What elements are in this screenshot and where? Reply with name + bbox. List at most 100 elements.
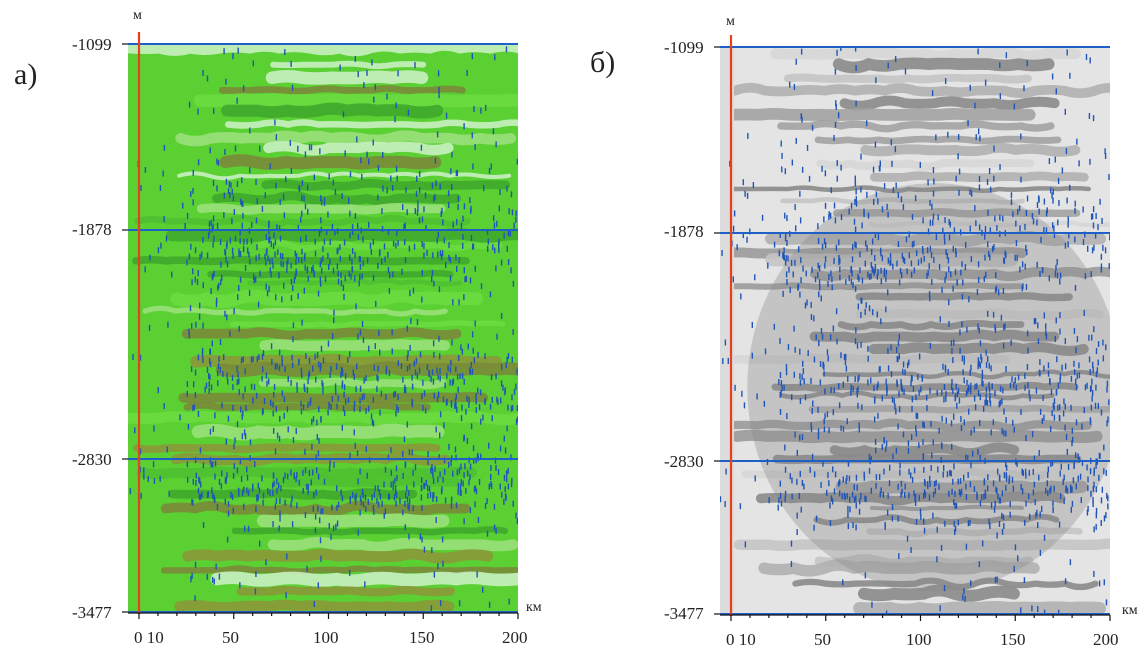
contour-band [741,467,1050,481]
panel-a-y-unit: м [133,8,142,23]
panel-a-xtick-50: 50 [222,628,239,647]
contour-band [758,559,1040,577]
contour-band [178,392,489,404]
contour-band [132,255,470,266]
contour-band [832,57,1055,74]
contour-band [809,266,1110,282]
panel-a-xtick-200: 200 [502,628,528,647]
contour-band [256,239,503,252]
contour-band [128,410,518,426]
panel-b-xtick-150: 150 [1000,630,1026,649]
contour-band [221,102,444,119]
contour-band [265,70,429,85]
contour-band [809,329,1060,344]
contour-band [212,191,462,206]
contour-band [236,585,456,597]
contour-band [770,47,1082,62]
dense-zone [747,183,1110,592]
contour-band [855,291,1073,302]
contour-band [207,270,454,279]
contour-band [128,44,518,57]
contour-band [866,526,1083,538]
contour-band [182,548,494,564]
contour-band [224,119,518,129]
contour-band [190,353,502,369]
contour-band [196,203,446,215]
contour-band [726,185,1091,194]
contour-band [215,361,518,379]
contour-band [780,197,1025,205]
contour-band [857,584,1020,602]
contour-band [832,208,1081,218]
contour-band [835,480,1088,496]
panel-b-x-axis [720,614,1111,621]
contour-band [219,154,442,170]
panel-a-xtick-100: 100 [313,628,339,647]
contour-band [165,228,518,243]
contour-band [267,536,518,553]
panel-b-y-unit: м [726,14,735,29]
panel-b-xtick-100: 100 [906,630,932,649]
contour-band [837,319,1025,331]
contour-band [733,538,1110,552]
panel-a-plot [122,32,519,619]
contour-band [256,513,450,528]
contour-band [259,339,450,352]
panel-b-contour-field [720,47,1110,614]
contour-band [808,404,1110,414]
panel-b-x-unit: км [1122,603,1138,618]
contour-band [860,142,1081,157]
contour-band [270,60,427,70]
panel-b-xtick-200: 200 [1093,630,1119,649]
panel-b-xtick-0-10: 0 10 [726,630,756,649]
contour-band [134,214,471,228]
contour-band [771,381,1079,393]
contour-band [783,73,1032,84]
contour-band [723,108,1036,122]
panel-a-ytick-3477: -3477 [72,603,112,622]
contour-band [229,320,506,329]
contour-band [170,289,484,308]
panel-b-ytick-1099: -1099 [664,38,704,57]
contour-band [816,158,1035,171]
contour-band [792,577,1099,591]
panel-a-ytick-2830: -2830 [72,450,112,469]
contour-band [868,342,1089,356]
panel-a-xtick-0-10: 0 10 [134,628,164,647]
contour-band [181,327,462,341]
contour-band [772,454,1082,465]
panel-b-plot [714,35,1111,621]
contour-band [210,571,518,588]
contour-band [191,423,445,441]
contour-band [780,390,1055,401]
panel-a-label: а) [14,58,38,91]
contour-band [142,305,448,317]
contour-band [261,178,511,191]
contour-band [271,476,461,488]
contour-band [136,466,477,480]
panel-a-ytick-1099: -1099 [72,35,112,54]
contour-band [829,442,1020,458]
panel-b-xtick-50: 50 [814,630,831,649]
contour-band [218,85,466,95]
panel-b-ytick-1878: -1878 [664,222,704,241]
panel-a-contour-field [128,44,518,612]
contour-band [177,171,512,181]
panel-a-x-unit: км [526,600,542,615]
contour-band [868,220,1110,229]
contour-band [755,491,1066,506]
contour-band [193,93,518,108]
contour-band [765,251,1019,268]
contour-band [132,443,441,454]
panel-a-x-axis [128,612,519,619]
contour-band [231,526,509,536]
contour-band [731,353,1011,365]
contour-band [853,601,1106,614]
panel-b-ytick-3477: -3477 [664,604,704,623]
panel-b-points [720,47,1110,614]
contour-band [764,230,1107,248]
panel-a-points [129,46,518,612]
contour-band [730,82,1110,99]
contour-band [723,418,1092,433]
